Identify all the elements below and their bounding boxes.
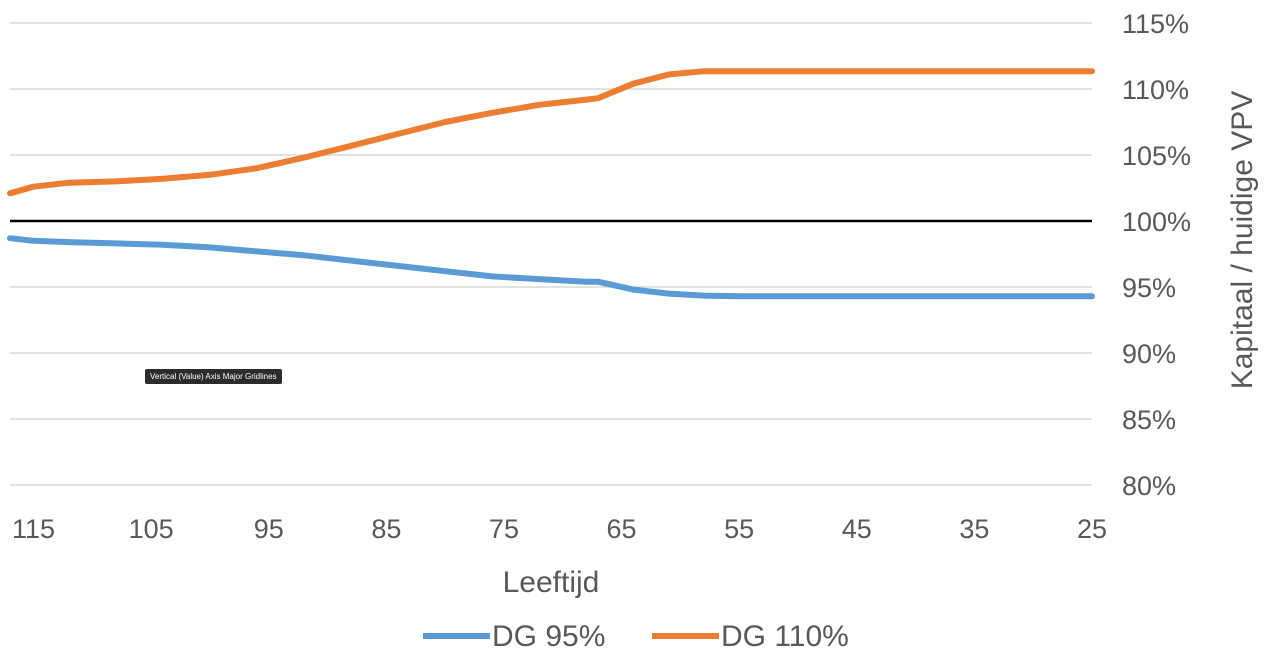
series-line-1 bbox=[7, 235, 1095, 300]
x-tick-label: 35 bbox=[959, 514, 989, 544]
y-axis-title: Kapitaal / huidige VPV bbox=[1226, 91, 1259, 390]
x-tick-label: 115 bbox=[12, 514, 55, 544]
y-tick-label: 95% bbox=[1122, 273, 1176, 303]
x-tick-label: 95 bbox=[254, 514, 284, 544]
x-axis-title: Leeftijd bbox=[503, 566, 600, 599]
series-lines bbox=[7, 68, 1095, 300]
x-tick-label: 45 bbox=[842, 514, 872, 544]
series-line-2 bbox=[7, 68, 1095, 197]
y-tick-label: 110% bbox=[1122, 75, 1189, 105]
y-tick-label: 100% bbox=[1122, 207, 1191, 237]
legend-label: DG 95% bbox=[492, 620, 605, 652]
x-tick-label: 65 bbox=[607, 514, 637, 544]
y-tick-label: 80% bbox=[1122, 471, 1176, 501]
gridlines[interactable] bbox=[10, 22, 1092, 486]
x-tick-label: 25 bbox=[1077, 514, 1107, 544]
y-tick-label: 105% bbox=[1122, 141, 1191, 171]
y-tick-label: 90% bbox=[1122, 339, 1176, 369]
legend-label: DG 110% bbox=[721, 620, 849, 652]
x-tick-label: 105 bbox=[129, 514, 174, 544]
gridlines-tooltip: Vertical (Value) Axis Major Gridlines bbox=[145, 369, 282, 384]
legend: DG 95% DG 110% bbox=[423, 620, 849, 652]
y-tick-label: 85% bbox=[1122, 405, 1176, 435]
y-tick-label: 115% bbox=[1122, 9, 1189, 39]
y-axis-ticks: 80% 85% 90% 95% 100% 105% 110% 115% bbox=[1122, 9, 1191, 501]
x-tick-label: 75 bbox=[489, 514, 519, 544]
x-axis-ticks: 115 105 95 85 75 65 55 45 35 25 bbox=[12, 514, 1107, 544]
x-tick-label: 55 bbox=[724, 514, 754, 544]
x-tick-label: 85 bbox=[371, 514, 401, 544]
